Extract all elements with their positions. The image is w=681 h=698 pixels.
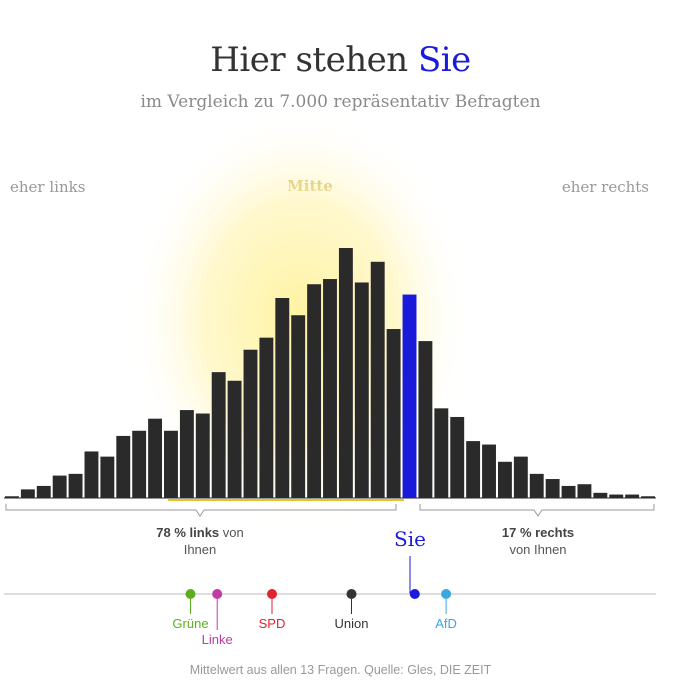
histogram-bar (179, 410, 194, 498)
histogram-bar (545, 479, 560, 498)
right-line2: von Ihnen (509, 542, 567, 557)
right-brace (419, 504, 655, 517)
left-stat: 78 % links von Ihnen (130, 524, 270, 558)
party-dot (185, 589, 196, 599)
bars-group (5, 248, 655, 498)
party-dot (441, 589, 452, 599)
party-dot (346, 589, 357, 599)
histogram-bar (275, 298, 290, 498)
pct-symbol-right: % (519, 525, 532, 540)
party-dot (267, 589, 277, 599)
histogram-bar (307, 284, 322, 498)
histogram-bar (20, 489, 35, 498)
histogram-bar (386, 329, 401, 498)
histogram-bar (354, 282, 369, 498)
histogram-bar (116, 435, 131, 498)
party-dot (212, 589, 223, 599)
histogram-bar (164, 430, 178, 498)
title-highlight: Sie (417, 40, 471, 80)
left-pct: 78 (156, 525, 171, 540)
histogram-bar (593, 492, 608, 498)
histogram-bar (625, 494, 640, 498)
left-word: links (189, 525, 220, 540)
histogram-bar (338, 248, 353, 498)
histogram-bar (450, 416, 465, 498)
left-brace (5, 504, 397, 517)
histogram-bar (52, 475, 67, 498)
histogram-bar (259, 337, 274, 498)
histogram-bar (5, 496, 19, 498)
histogram-bar (561, 485, 576, 498)
histogram-bar (466, 441, 481, 498)
histogram-bar (36, 485, 51, 498)
right-pct: 17 (501, 525, 517, 540)
histogram-bar (291, 315, 306, 498)
histogram-bar (100, 456, 115, 498)
left-line2: Ihnen (183, 542, 217, 557)
histogram-bar (323, 279, 337, 498)
histogram-bar (641, 496, 655, 498)
histogram-bar (84, 451, 99, 498)
party-label: Linke (202, 632, 233, 647)
histogram-bar (577, 484, 592, 498)
histogram-bar (418, 341, 433, 498)
histogram-bar (529, 473, 544, 498)
party-label: Union (335, 616, 369, 631)
histogram-bar (211, 372, 226, 498)
party-label: SPD (259, 616, 286, 631)
histogram-bar (482, 444, 496, 498)
you-bar (402, 294, 417, 498)
left-rest: von (222, 525, 244, 540)
label-right: eher rechts (561, 178, 649, 196)
histogram-bar (227, 380, 242, 498)
party-dot (409, 589, 420, 599)
pct-symbol-left: % (174, 525, 186, 540)
histogram-bar (132, 430, 147, 498)
histogram-bar (370, 261, 385, 498)
histogram-bar (243, 349, 258, 498)
title-prefix: Hier stehen (210, 40, 418, 80)
chart-subtitle: im Vergleich zu 7.000 repräsentativ Befr… (140, 92, 541, 112)
histogram-bar (434, 408, 449, 498)
chart-title: Hier stehen Sie (0, 40, 681, 80)
histogram-bar (497, 461, 512, 498)
right-stat: 17 % rechts von Ihnen (468, 524, 608, 558)
source-note: Mittelwert aus allen 13 Fragen. Quelle: … (189, 663, 492, 677)
party-label: AfD (435, 616, 457, 631)
histogram-bar (513, 456, 528, 498)
right-word: rechts (535, 525, 575, 540)
party-label: Grüne (172, 616, 208, 631)
you-label: Sie (394, 527, 426, 551)
histogram-bar (148, 418, 163, 498)
histogram-bar (195, 413, 210, 498)
histogram-bar (68, 473, 83, 498)
histogram-bar (609, 494, 624, 498)
label-left: eher links (10, 178, 86, 196)
